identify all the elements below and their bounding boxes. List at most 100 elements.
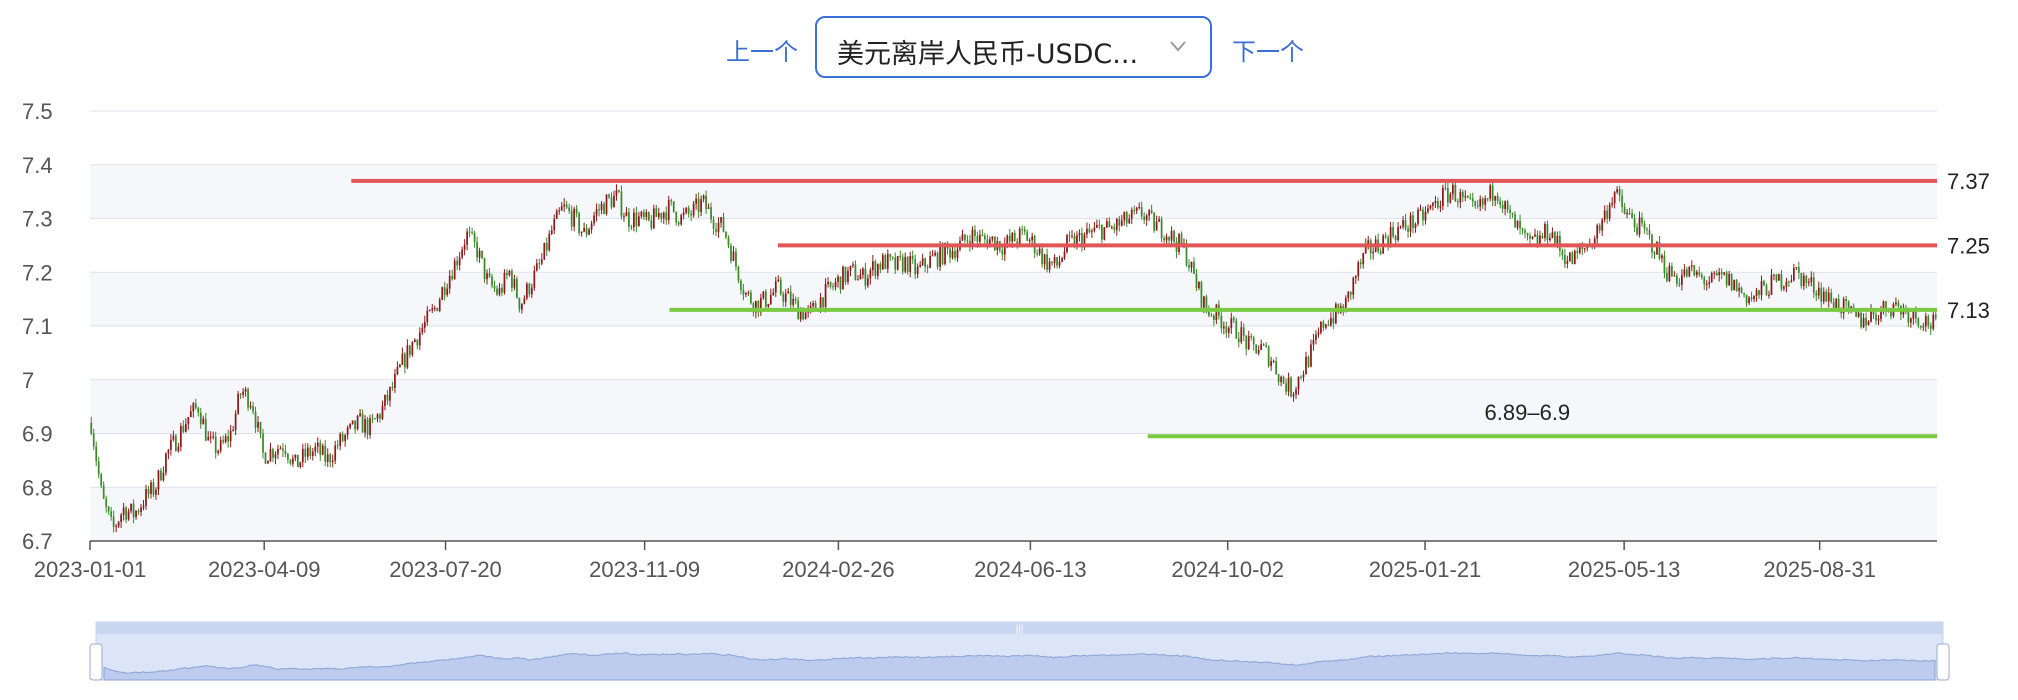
zoom-slider-move-bar[interactable] [96,622,1943,634]
candle-body [1763,281,1765,286]
candle-body [742,290,745,295]
candle-body [834,282,837,288]
candle-body [593,215,595,224]
candle-body [555,210,558,219]
candle-body [941,244,944,265]
candle-body [1407,228,1409,232]
candle-body [1922,326,1925,328]
candle-body [740,280,742,291]
candle-body [730,245,732,261]
candle-body [822,297,824,308]
candle-body [1404,220,1407,229]
x-tick-label: 2025-05-13 [1568,557,1681,582]
candle-body [675,211,678,223]
candle-body [247,389,249,408]
candle-body [110,511,113,517]
candle-body [1514,214,1516,228]
candle-body [909,256,912,272]
candle-body [934,252,936,256]
candle-body [672,201,675,212]
y-tick-label: 7.1 [22,314,53,339]
candle-body [782,294,785,302]
candle-body [1835,298,1838,310]
candle-body [886,254,889,269]
zoom-handle[interactable] [89,643,103,681]
candle-body [1227,328,1230,333]
candle-body [1240,327,1243,343]
candle-body [1616,189,1619,193]
candle-body [700,199,702,212]
candle-body [565,204,568,208]
candle-body [1526,232,1529,236]
candle-body [657,213,660,217]
candle-body [1300,376,1302,378]
candle-body [1658,241,1661,259]
candle-body [1608,204,1611,219]
candle-body [1710,273,1713,283]
candle-body [779,279,782,295]
candle-body [608,194,610,198]
zoom-handle[interactable] [1936,643,1950,681]
candle-body [1638,217,1641,235]
candle-body [550,230,553,234]
candle-body [1113,227,1116,230]
candle-body [1613,192,1616,204]
candle-body [1728,274,1731,286]
prev-link[interactable]: 上一个 [726,38,798,66]
candle-body [1068,235,1071,237]
candle-body [1439,206,1442,208]
y-tick-label: 6.9 [22,422,53,447]
candle-body [346,427,349,436]
candle-body [1031,236,1034,241]
candle-body [182,426,185,432]
candle-body [1021,229,1024,231]
candle-body [1820,287,1823,302]
candle-body [102,485,105,499]
candle-body [1914,309,1917,319]
candle-body [1870,310,1872,322]
candle-body [1678,283,1681,285]
candle-body [1880,309,1882,320]
candle-body [642,211,645,218]
candle-body [369,418,371,435]
candle-body [1877,319,1880,321]
candle-body [329,454,332,463]
candle-body [981,234,984,236]
candle-body [1885,301,1887,312]
candle-body [1471,198,1474,202]
candle-body [396,366,399,375]
series-selector-value: 美元离岸人民币-USDC... [837,39,1139,70]
candle-body [904,256,907,272]
candle-body [120,514,122,522]
candle-body [521,303,523,310]
candle-body [1185,243,1188,266]
candle-body [1354,276,1357,279]
candle-body [1098,224,1101,226]
candle-body [1481,198,1484,205]
candle-body [1499,200,1502,205]
candle-body [1932,314,1935,329]
candle-body [399,364,401,367]
candle-body [1494,196,1497,201]
candle-body [1133,209,1136,211]
candle-body [157,470,160,490]
candle-body [610,197,613,208]
candle-body [1643,223,1646,230]
candle-body [366,418,369,435]
candle-body [558,210,561,212]
candle-body [1773,274,1775,276]
candle-body [1155,221,1158,231]
candle-body [1008,235,1011,242]
candle-body [1603,210,1606,220]
candle-body [324,445,327,462]
candle-body [1484,198,1487,205]
candle-body [535,263,538,271]
candle-body [1825,291,1828,302]
candle-body [1292,394,1295,397]
candle-body [1845,298,1848,302]
series-selector[interactable]: 美元离岸人民币-USDC... [815,16,1212,78]
next-link[interactable]: 下一个 [1232,38,1304,66]
candle-body [784,293,787,302]
candle-body [242,391,244,395]
